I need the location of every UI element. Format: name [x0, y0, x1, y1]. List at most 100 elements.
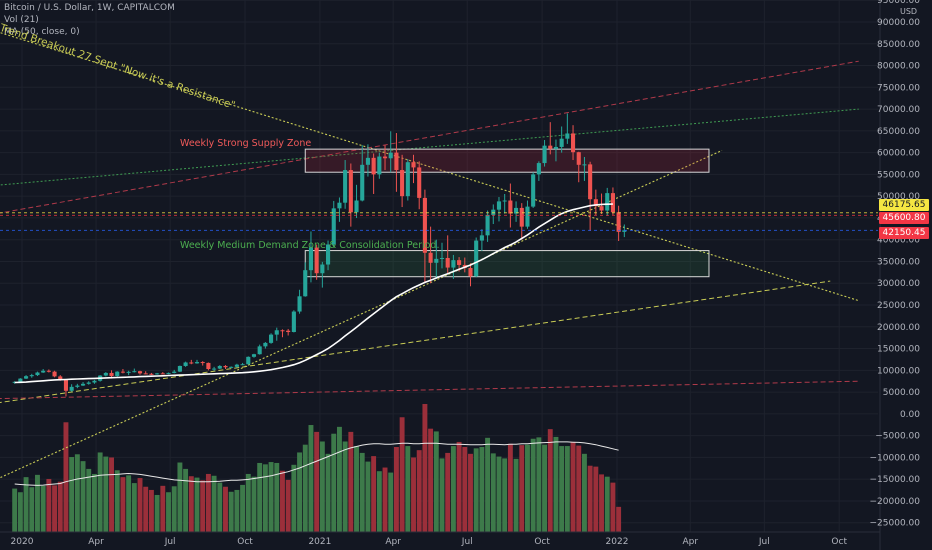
- volume-bar: [257, 462, 263, 532]
- candle-body: [18, 378, 23, 382]
- y-tick-label: 95000.00: [877, 0, 920, 6]
- symbol-title: Bitcoin / U.S. Dollar, 1W, CAPITALCOM: [4, 3, 175, 13]
- candle-body: [576, 152, 581, 165]
- volume-bar: [559, 446, 565, 532]
- volume-bar: [183, 468, 189, 532]
- x-tick-label: Oct: [831, 537, 847, 547]
- long-support-line: [0, 280, 831, 404]
- volume-bar: [177, 462, 183, 532]
- volume-bar: [69, 457, 75, 532]
- candle-body: [605, 193, 610, 211]
- candle-body: [417, 167, 422, 198]
- volume-bar: [399, 417, 405, 532]
- volume-bars: [12, 404, 622, 532]
- candle-body: [622, 230, 627, 232]
- candle-body: [365, 157, 370, 165]
- y-tick-label: −20000.00: [870, 497, 921, 507]
- volume-bar: [302, 444, 308, 532]
- volume-bar: [63, 422, 69, 532]
- volume-bar: [314, 431, 320, 532]
- volume-bar: [479, 446, 485, 532]
- candle-body: [570, 133, 576, 153]
- volume-bar: [490, 453, 496, 532]
- candle-body: [149, 373, 154, 375]
- candle-body: [411, 162, 416, 168]
- candle-body: [132, 371, 137, 373]
- candles: [12, 113, 627, 397]
- candle-body: [337, 202, 342, 209]
- volume-bar: [52, 485, 58, 532]
- price-level-lines: [0, 212, 878, 231]
- volume-bar: [188, 476, 194, 532]
- volume-bar: [388, 472, 394, 532]
- supply-zone-label: Weekly Strong Supply Zone: [180, 138, 312, 149]
- y-tick-label: −10000.00: [870, 453, 921, 463]
- volume-bar: [445, 452, 451, 532]
- volume-bar: [148, 489, 154, 532]
- y-tick-label: 90000.00: [877, 18, 920, 28]
- candle-body: [286, 330, 291, 333]
- candle-body: [360, 164, 365, 201]
- candle-body: [251, 354, 257, 357]
- volume-bar: [280, 470, 285, 532]
- y-tick-label: 35000.00: [877, 257, 920, 267]
- ma50-line: [14, 203, 613, 384]
- volume-bar: [411, 457, 416, 532]
- candle-body: [177, 365, 182, 372]
- candle-body: [115, 371, 120, 376]
- volume-bar: [194, 477, 200, 532]
- volume-bar: [450, 446, 456, 532]
- candle-body: [263, 342, 268, 347]
- volume-ma-line: [14, 441, 619, 486]
- candle-body: [143, 373, 148, 375]
- candle-body: [194, 362, 200, 364]
- x-tick-label: Oct: [237, 537, 253, 547]
- volume-bar: [109, 457, 114, 532]
- volume-bar: [365, 461, 371, 532]
- volume-bar: [166, 492, 171, 532]
- candle-body: [610, 193, 615, 213]
- candle-body: [126, 371, 131, 373]
- candle-body: [234, 364, 239, 367]
- candle-body: [371, 157, 376, 175]
- volume-bar: [428, 428, 434, 532]
- volume-bar: [57, 481, 63, 532]
- ma-indicator-label: MA (50, close, 0): [4, 27, 80, 37]
- candle-body: [86, 382, 91, 384]
- candle-body: [92, 380, 97, 383]
- y-tick-label: 15000.00: [877, 345, 920, 355]
- volume-bar: [12, 488, 18, 532]
- candle-body: [189, 362, 194, 364]
- candle-body: [240, 364, 245, 366]
- volume-bar: [456, 441, 462, 532]
- x-tick-label: Jul: [461, 537, 473, 547]
- candle-body: [29, 375, 34, 377]
- candle-body: [269, 334, 274, 343]
- volume-bar: [485, 437, 491, 532]
- candle-body: [63, 379, 69, 391]
- y-tick-label: 85000.00: [877, 40, 920, 50]
- volume-bar: [291, 464, 297, 532]
- x-tick-label: Jul: [758, 537, 770, 547]
- volume-bar: [519, 445, 525, 532]
- candle-body: [280, 330, 285, 332]
- candle-body: [183, 362, 188, 366]
- volume-bar: [348, 431, 354, 532]
- green-channel-line: [0, 108, 859, 186]
- candle-body: [400, 170, 405, 197]
- candle-body: [388, 152, 393, 159]
- candle-body: [548, 145, 553, 149]
- volume-bar: [86, 468, 92, 532]
- candle-body: [35, 372, 40, 376]
- volume-bar: [274, 462, 280, 532]
- demand-zone-label: Weekly Medium Demand Zone & Consolidatio…: [180, 240, 440, 251]
- lower-channel-line: [0, 380, 859, 400]
- candle-body: [502, 200, 507, 202]
- candle-body: [166, 372, 171, 374]
- volume-bar: [416, 450, 422, 532]
- candle-body: [434, 258, 439, 263]
- volume-bar: [462, 446, 468, 532]
- volume-bar: [240, 484, 246, 532]
- candle-body: [588, 164, 593, 200]
